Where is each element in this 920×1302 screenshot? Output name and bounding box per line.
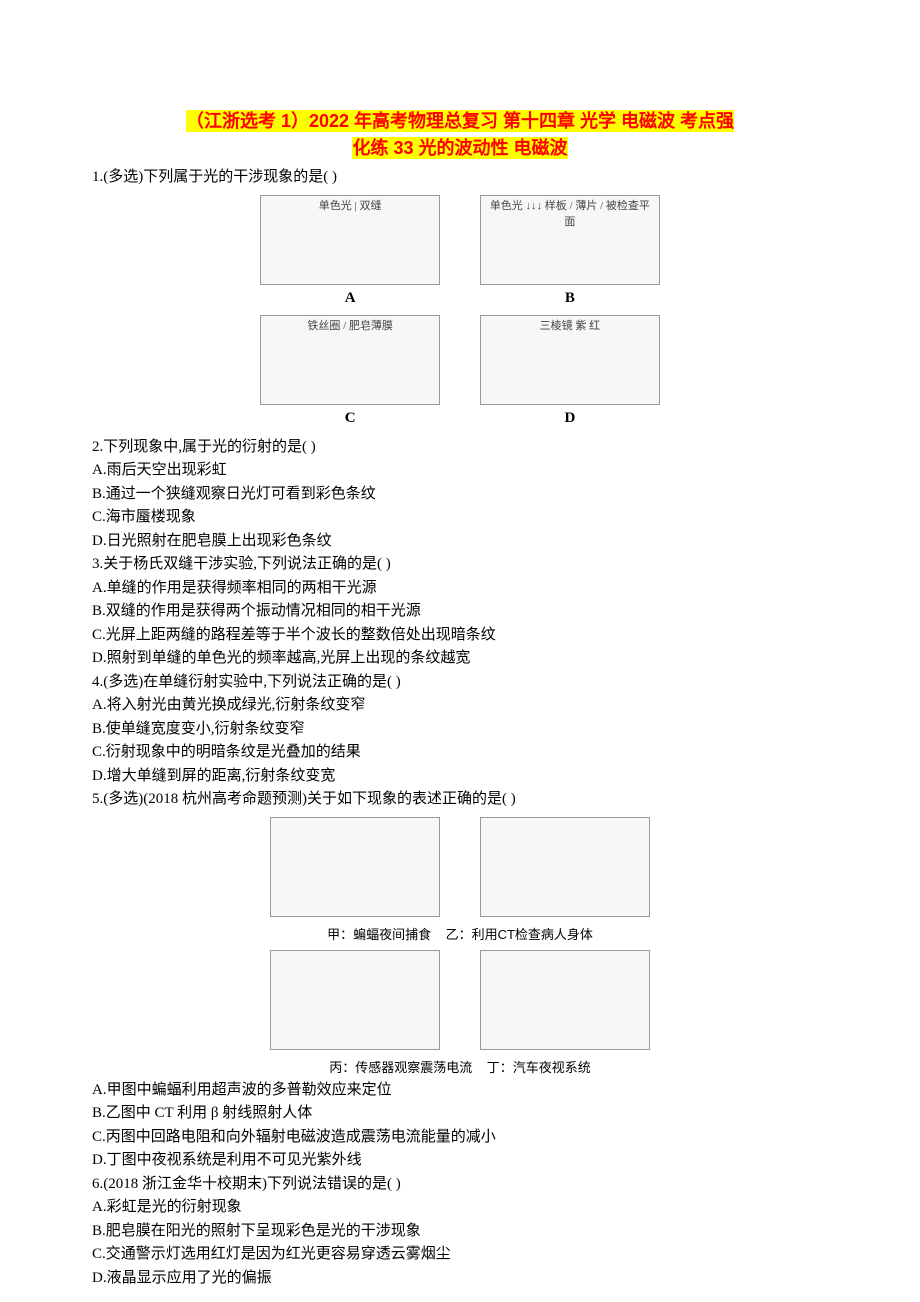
q3-C: C.光屏上距两缝的路程差等于半个波长的整数倍处出现暗条纹	[92, 624, 828, 647]
figure-ding-img	[480, 950, 650, 1050]
q1-figure-row-2: 铁丝圈 / 肥皂薄膜 C 三棱镜 紫 红 D	[92, 315, 828, 430]
figure-D-img: 三棱镜 紫 红	[480, 315, 660, 405]
q5-C: C.丙图中回路电阻和向外辐射电磁波造成震荡电流能量的减小	[92, 1126, 828, 1149]
q6-stem: 6.(2018 浙江金华十校期末)下列说法错误的是( )	[92, 1173, 828, 1196]
q1-figure-row-1: 单色光 | 双缝 A 单色光 ↓↓↓ 样板 / 薄片 / 被检查平面 B	[92, 195, 828, 310]
q4-B: B.使单缝宽度变小,衍射条纹变窄	[92, 718, 828, 741]
q4-C: C.衍射现象中的明暗条纹是光叠加的结果	[92, 741, 828, 764]
q6-C: C.交通警示灯选用红灯是因为红光更容易穿透云雾烟尘	[92, 1243, 828, 1266]
q5-figure-row-2	[92, 950, 828, 1052]
figure-bing-caption: 丙：传感器观察震荡电流	[329, 1060, 472, 1075]
q5-D: D.丁图中夜视系统是利用不可见光紫外线	[92, 1149, 828, 1172]
q5-figure-row-1	[92, 817, 828, 919]
q4-A: A.将入射光由黄光换成绿光,衍射条纹变窄	[92, 694, 828, 717]
q5-caption-row-1: 甲：蝙蝠夜间捕食 乙：利用CT检查病人身体	[92, 925, 828, 945]
q2-stem: 2.下列现象中,属于光的衍射的是( )	[92, 436, 828, 459]
figure-A-img: 单色光 | 双缝	[260, 195, 440, 285]
figure-bing	[270, 950, 440, 1052]
figure-yi-img	[480, 817, 650, 917]
figure-yi-caption: 乙：利用CT检查病人身体	[446, 927, 593, 942]
title-line-1: （江浙选考 1）2022 年高考物理总复习 第十四章 光学 电磁波 考点强	[186, 110, 734, 132]
q3-B: B.双缝的作用是获得两个振动情况相同的相干光源	[92, 600, 828, 623]
figure-jia-caption: 甲：蝙蝠夜间捕食	[327, 927, 431, 942]
q5-caption-row-2: 丙：传感器观察震荡电流 丁：汽车夜视系统	[92, 1058, 828, 1078]
figure-A: 单色光 | 双缝 A	[260, 195, 440, 310]
figure-A-label: A	[260, 287, 440, 310]
figure-bing-img	[270, 950, 440, 1050]
document-title: （江浙选考 1）2022 年高考物理总复习 第十四章 光学 电磁波 考点强 化练…	[92, 108, 828, 162]
figure-C-label: C	[260, 407, 440, 430]
q5-A: A.甲图中蝙蝠利用超声波的多普勒效应来定位	[92, 1079, 828, 1102]
title-line-2: 化练 33 光的波动性 电磁波	[352, 137, 567, 159]
q3-stem: 3.关于杨氏双缝干涉实验,下列说法正确的是( )	[92, 553, 828, 576]
figure-D-label: D	[480, 407, 660, 430]
q1-stem: 1.(多选)下列属于光的干涉现象的是( )	[92, 166, 828, 189]
q2-B: B.通过一个狭缝观察日光灯可看到彩色条纹	[92, 483, 828, 506]
figure-jia-img	[270, 817, 440, 917]
q3-D: D.照射到单缝的单色光的频率越高,光屏上出现的条纹越宽	[92, 647, 828, 670]
figure-yi	[480, 817, 650, 919]
q5-stem: 5.(多选)(2018 杭州高考命题预测)关于如下现象的表述正确的是( )	[92, 788, 828, 811]
q3-A: A.单缝的作用是获得频率相同的两相干光源	[92, 577, 828, 600]
q6-A: A.彩虹是光的衍射现象	[92, 1196, 828, 1219]
q4-stem: 4.(多选)在单缝衍射实验中,下列说法正确的是( )	[92, 671, 828, 694]
figure-ding-caption: 丁：汽车夜视系统	[487, 1060, 591, 1075]
q4-D: D.增大单缝到屏的距离,衍射条纹变宽	[92, 765, 828, 788]
figure-B-img: 单色光 ↓↓↓ 样板 / 薄片 / 被检查平面	[480, 195, 660, 285]
figure-ding	[480, 950, 650, 1052]
figure-B: 单色光 ↓↓↓ 样板 / 薄片 / 被检查平面 B	[480, 195, 660, 310]
figure-jia	[270, 817, 440, 919]
q2-A: A.雨后天空出现彩虹	[92, 459, 828, 482]
q6-D: D.液晶显示应用了光的偏振	[92, 1267, 828, 1290]
figure-D: 三棱镜 紫 红 D	[480, 315, 660, 430]
q2-D: D.日光照射在肥皂膜上出现彩色条纹	[92, 530, 828, 553]
q6-B: B.肥皂膜在阳光的照射下呈现彩色是光的干涉现象	[92, 1220, 828, 1243]
q5-B: B.乙图中 CT 利用 β 射线照射人体	[92, 1102, 828, 1125]
figure-B-label: B	[480, 287, 660, 310]
q2-C: C.海市蜃楼现象	[92, 506, 828, 529]
figure-C-img: 铁丝圈 / 肥皂薄膜	[260, 315, 440, 405]
figure-C: 铁丝圈 / 肥皂薄膜 C	[260, 315, 440, 430]
